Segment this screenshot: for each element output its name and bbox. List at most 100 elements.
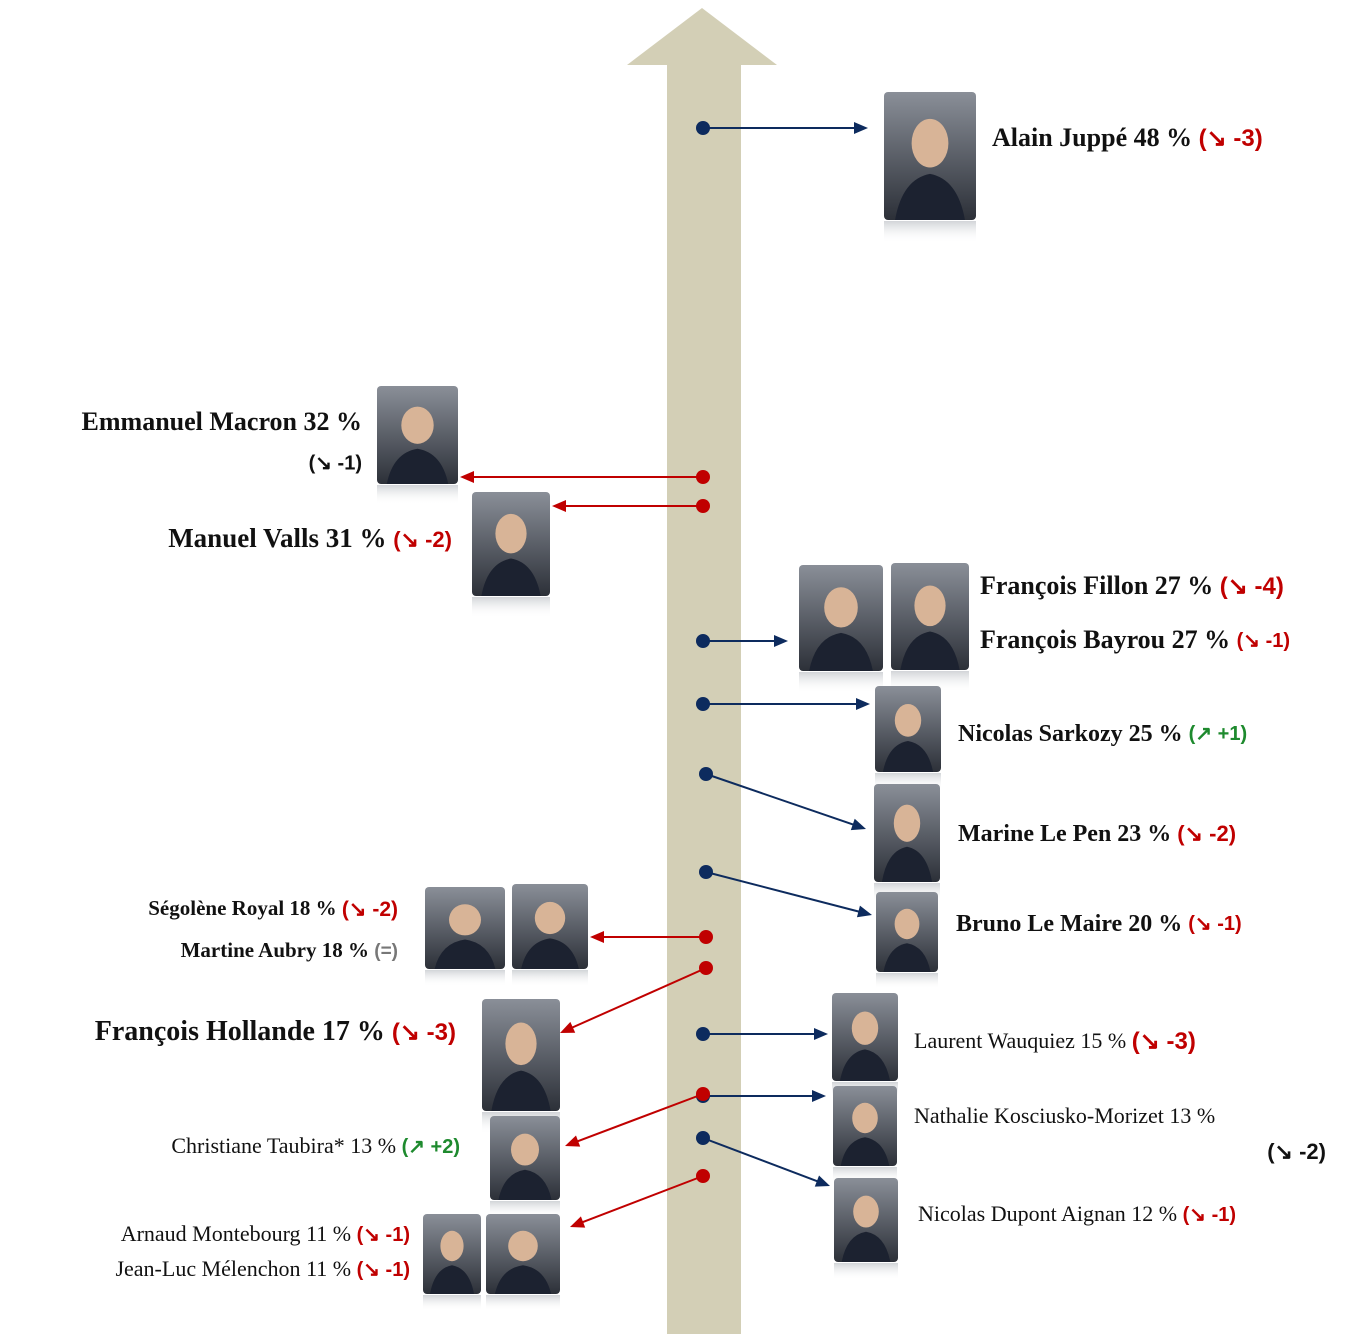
portrait [490,1116,560,1218]
suit [900,631,960,670]
portrait [486,1214,560,1311]
candidate-label: Manuel Valls 31 % (↘ -2) [168,523,452,553]
candidate-name: Jean-Luc Mélenchon [115,1256,300,1281]
candidate-label: Emmanuel Macron 32 % [82,407,362,436]
suit [491,1070,551,1111]
candidate-change: (↘ -1) [309,452,362,474]
candidate-score: 23 % [1117,821,1171,847]
candidate-label: Nicolas Dupont Aignan 12 % (↘ -1) [918,1201,1236,1226]
candidate-name: Emmanuel Macron [82,407,298,436]
arrow-head [814,1175,830,1187]
candidate-change: (↘ -1) [1237,630,1290,652]
portrait [875,686,941,791]
candidate-label: François Fillon 27 % (↘ -4) [980,571,1284,600]
suit [494,1265,552,1294]
suit [882,741,934,772]
candidate-score: 18 % [289,896,336,920]
candidate-change: (↘ -2) [1177,821,1236,846]
arrow-head [812,1090,826,1102]
reflection [425,970,505,987]
face [824,587,858,628]
face [853,1195,879,1228]
reflection [876,973,938,989]
suit [839,1049,891,1081]
connector [580,1175,704,1224]
candidate-label: Martine Aubry 18 % (=) [181,938,398,962]
dot [699,930,713,944]
face [511,1133,539,1166]
connector [702,1137,820,1183]
reflection [490,1201,560,1218]
connector [570,967,707,1030]
connector [705,871,861,913]
face [449,904,481,936]
portrait [876,892,938,989]
face [852,1102,878,1134]
candidate-change: (↗ +1) [1189,723,1247,745]
candidate-score: 13 % [1169,1103,1215,1128]
candidate-score: 18 % [322,938,369,962]
arrow-head [856,698,870,710]
portrait [425,887,505,987]
candidate-change: (↘ -3) [1199,125,1263,152]
candidate-label: Arnaud Montebourg 11 % (↘ -1) [121,1221,410,1246]
candidate-name: Nicolas Sarkozy [958,721,1123,747]
candidate-score: 48 % [1134,123,1193,152]
reflection [834,1263,898,1280]
arrow-head [850,818,866,831]
candidate-name: Nathalie Kosciusko-Morizet [914,1103,1164,1128]
arrow-head [460,471,474,483]
portrait [512,884,588,987]
suit [840,1137,890,1166]
candidate-name: Marine Le Pen [958,821,1111,847]
candidate-name: Bruno Le Maire [956,911,1123,937]
candidate-change: (↗ +2) [402,1136,460,1158]
suit [883,943,931,972]
dot [696,1027,710,1041]
candidate-label: François Bayrou 27 % (↘ -1) [980,625,1290,654]
arrow-head [854,122,868,134]
suit [809,632,873,671]
candidate-label: Nathalie Kosciusko-Morizet 13 % [914,1103,1215,1128]
face [440,1230,464,1262]
arrow-head [552,500,566,512]
dot [699,961,713,975]
dot [699,865,713,879]
reflection [423,1295,481,1311]
candidate-change: (↘ -1) [1183,1204,1236,1226]
candidate-label: François Hollande 17 % (↘ -3) [95,1016,456,1047]
reflection [377,485,458,505]
portrait [874,784,940,903]
axis-head [627,8,777,65]
candidate-score: 32 % [304,407,363,436]
candidate-name: Arnaud Montebourg [121,1221,301,1246]
dot [696,697,710,711]
candidate-score: 27 % [1172,625,1231,654]
candidate-change: (↘ -3) [1132,1028,1196,1055]
arrow-head [774,635,788,647]
dot [696,121,710,135]
candidate-score: 11 % [306,1256,351,1281]
candidate-name: Alain Juppé [992,123,1127,152]
candidate-change: (↘ -1) [357,1224,410,1246]
reflection [884,221,976,243]
candidate-label: Bruno Le Maire 20 % (↘ -1) [956,911,1242,937]
dot [699,767,713,781]
suit [841,1231,891,1262]
dot [696,499,710,513]
portrait [833,1086,897,1183]
candidate-label: Jean-Luc Mélenchon 11 % (↘ -1) [115,1256,410,1281]
candidate-name: Martine Aubry [181,938,317,962]
suit [429,1265,475,1294]
candidate-name: Manuel Valls [168,523,319,553]
suit [386,448,449,484]
candidate-label: Nicolas Sarkozy 25 % (↗ +1) [958,721,1247,747]
candidate-score: 25 % [1129,721,1183,747]
candidate-label: Ségolène Royal 18 % (↘ -2) [148,896,398,921]
candidate-label: Alain Juppé 48 % (↘ -3) [992,123,1263,152]
suit [895,173,965,220]
candidate-score: 12 % [1131,1201,1177,1226]
dot [696,634,710,648]
